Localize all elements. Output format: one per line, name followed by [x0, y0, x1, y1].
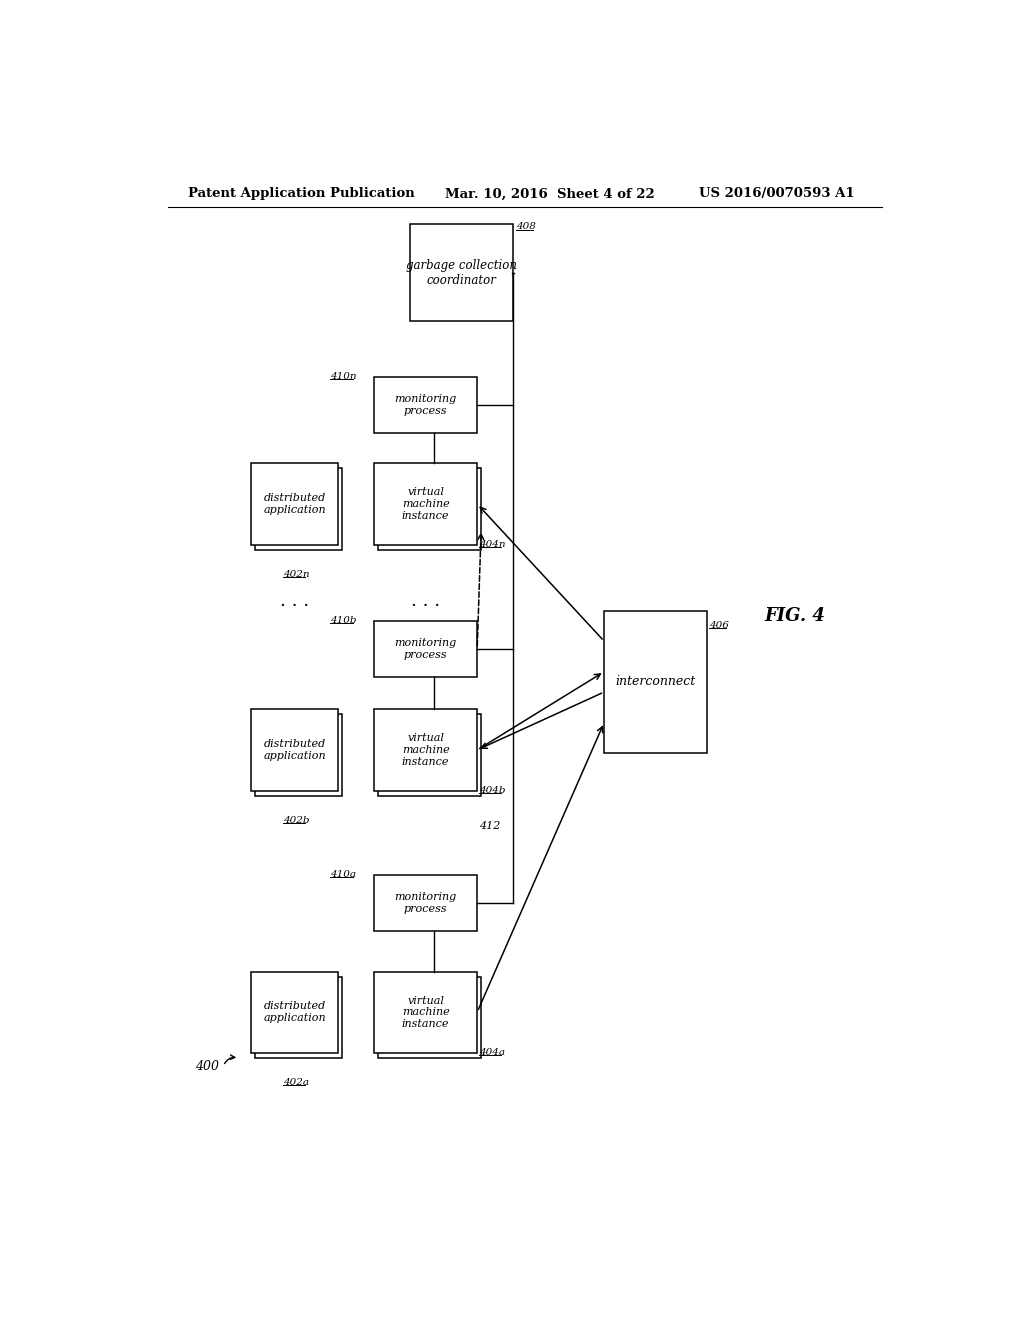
Bar	[374, 463, 477, 545]
Text: distributed
application: distributed application	[263, 494, 326, 515]
Bar	[378, 977, 481, 1057]
Text: . . .: . . .	[411, 591, 440, 610]
Text: 410n: 410n	[331, 372, 357, 381]
Text: garbage collection
coordinator: garbage collection coordinator	[406, 259, 517, 286]
Bar	[255, 977, 342, 1057]
Bar	[374, 620, 477, 677]
Text: monitoring
process: monitoring process	[394, 638, 457, 660]
Text: US 2016/0070593 A1: US 2016/0070593 A1	[699, 187, 855, 201]
Text: 410b: 410b	[331, 615, 357, 624]
Bar	[378, 714, 481, 796]
Bar	[255, 714, 342, 796]
Text: monitoring
process: monitoring process	[394, 892, 457, 913]
Text: 404a: 404a	[479, 1048, 505, 1057]
Bar	[251, 463, 338, 545]
Text: virtual
machine
instance: virtual machine instance	[401, 734, 450, 767]
Text: monitoring
process: monitoring process	[394, 395, 457, 416]
Bar	[378, 469, 481, 549]
Bar	[251, 709, 338, 791]
Text: FIG. 4: FIG. 4	[764, 607, 825, 624]
Text: 404b: 404b	[479, 785, 505, 795]
Text: . . .: . . .	[281, 591, 309, 610]
Text: interconnect: interconnect	[615, 676, 696, 688]
Text: distributed
application: distributed application	[263, 739, 326, 760]
Text: 402a: 402a	[283, 1078, 309, 1088]
Text: 412: 412	[479, 821, 500, 832]
Bar	[251, 972, 338, 1053]
Text: 400: 400	[196, 1060, 219, 1073]
Bar	[410, 224, 513, 321]
Text: distributed
application: distributed application	[263, 1002, 326, 1023]
Bar	[374, 378, 477, 433]
Text: 402n: 402n	[283, 570, 309, 579]
Bar	[374, 875, 477, 931]
Bar	[374, 709, 477, 791]
Text: virtual
machine
instance: virtual machine instance	[401, 487, 450, 520]
Text: virtual
machine
instance: virtual machine instance	[401, 995, 450, 1028]
Text: 404n: 404n	[479, 540, 505, 549]
Text: 410a: 410a	[331, 870, 356, 879]
Text: 406: 406	[709, 620, 729, 630]
Bar	[255, 469, 342, 549]
Text: 408: 408	[516, 223, 536, 231]
Text: Mar. 10, 2016  Sheet 4 of 22: Mar. 10, 2016 Sheet 4 of 22	[445, 187, 655, 201]
Bar	[604, 611, 708, 752]
Bar	[374, 972, 477, 1053]
Text: 402b: 402b	[283, 816, 309, 825]
Text: Patent Application Publication: Patent Application Publication	[187, 187, 415, 201]
